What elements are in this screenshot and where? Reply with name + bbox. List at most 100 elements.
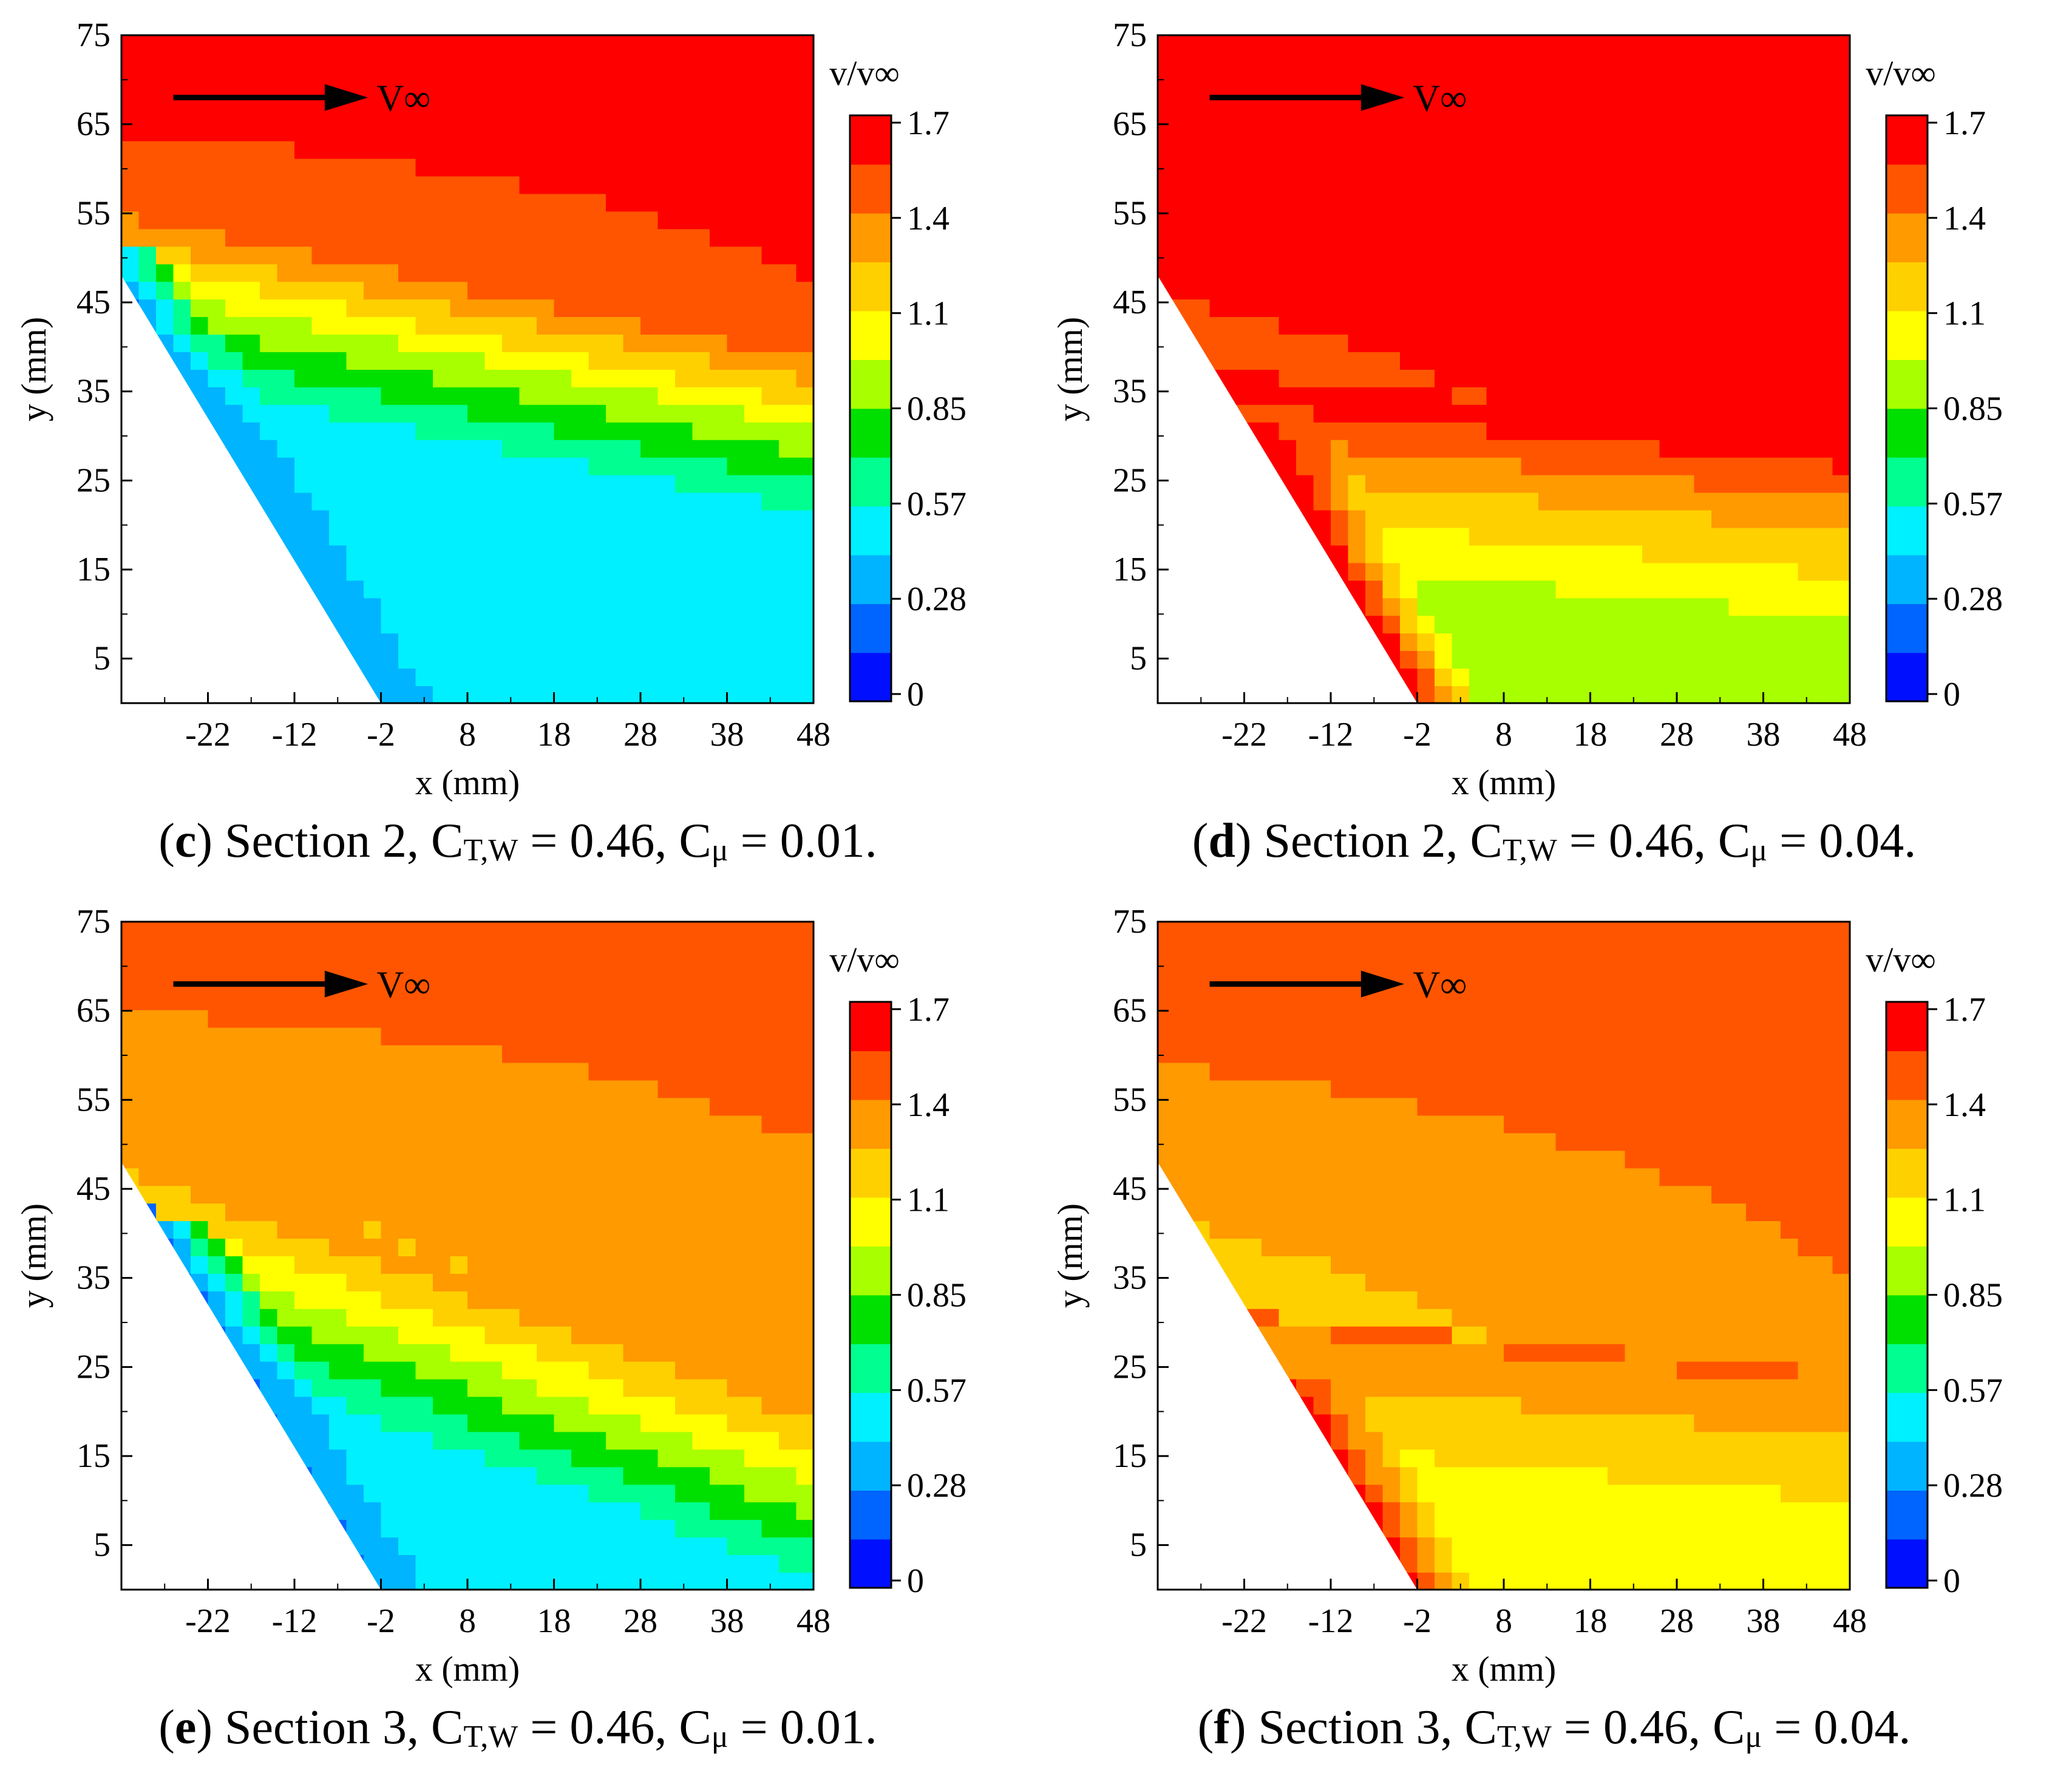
- contour-cell: [1158, 1431, 1176, 1450]
- contour-cell: [260, 1343, 278, 1362]
- contour-cell: [398, 1519, 416, 1538]
- contour-cell: [588, 439, 606, 458]
- contour-cell: [692, 580, 710, 599]
- contour-cell: [1469, 369, 1487, 387]
- contour-cell: [433, 1097, 451, 1116]
- contour-cell: [329, 457, 347, 475]
- contour-cell: [121, 1132, 140, 1151]
- contour-cell: [1262, 70, 1280, 89]
- contour-cell: [1763, 650, 1781, 669]
- contour-cell: [744, 70, 763, 89]
- contour-cell: [727, 1115, 745, 1134]
- contour-cell: [1781, 299, 1799, 318]
- contour-cell: [657, 1062, 676, 1081]
- contour-cell: [1227, 545, 1245, 563]
- contour-cell: [1798, 545, 1816, 563]
- contour-cell: [1677, 175, 1695, 194]
- contour-cell: [657, 974, 676, 993]
- contour-cell: [415, 334, 433, 352]
- contour-cell: [1417, 35, 1435, 53]
- colorbar-band: [850, 1376, 891, 1394]
- contour-cell: [502, 1431, 520, 1450]
- contour-cell: [138, 1273, 157, 1291]
- contour-cell: [761, 1150, 780, 1169]
- contour-cell: [1486, 87, 1504, 106]
- contour-cell: [796, 1519, 814, 1538]
- contour-cell: [242, 545, 260, 563]
- contour-cell: [1815, 580, 1833, 599]
- contour-cell: [433, 992, 451, 1010]
- contour-cell: [1486, 421, 1504, 440]
- contour-cell: [260, 175, 278, 194]
- contour-cell: [173, 1150, 191, 1169]
- contour-cell: [744, 1449, 763, 1468]
- contour-cell: [156, 175, 174, 194]
- contour-cell: [1158, 1220, 1176, 1239]
- contour-cell: [727, 1449, 745, 1468]
- contour-cell: [657, 52, 676, 71]
- contour-cell: [138, 1009, 157, 1028]
- contour-cell: [675, 474, 693, 493]
- colorbar-band: [850, 473, 891, 491]
- contour-cell: [571, 1273, 589, 1291]
- contour-cell: [1209, 352, 1228, 370]
- contour-cell: [761, 70, 780, 89]
- contour-cell: [502, 52, 520, 71]
- contour-cell: [415, 1185, 433, 1204]
- contour-cell: [121, 87, 140, 106]
- contour-cell: [1158, 1343, 1176, 1362]
- contour-cell: [311, 1168, 330, 1186]
- contour-cell: [1763, 228, 1781, 247]
- contour-cell: [554, 264, 572, 282]
- contour-cell: [1400, 421, 1418, 440]
- contour-cell: [1590, 299, 1608, 318]
- contour-cell: [571, 1378, 589, 1397]
- contour-cell: [1244, 404, 1262, 423]
- contour-cell: [1382, 352, 1401, 370]
- contour-cell: [1728, 175, 1747, 194]
- flow-label: V∞: [376, 78, 430, 120]
- contour-cell: [346, 1290, 364, 1309]
- contour-cell: [1348, 386, 1366, 405]
- contour-cell: [1227, 52, 1245, 71]
- contour-cell: [1331, 597, 1349, 616]
- contour-cell: [779, 1414, 797, 1432]
- contour-cell: [121, 1502, 140, 1520]
- contour-cell: [710, 70, 728, 89]
- contour-cell: [675, 52, 693, 71]
- contour-cell: [311, 1256, 330, 1274]
- contour-cell: [138, 386, 157, 405]
- contour-cell: [450, 1273, 468, 1291]
- contour-cell: [1400, 615, 1418, 634]
- contour-cell: [277, 650, 295, 669]
- contour-cell: [1798, 140, 1816, 159]
- contour-cell: [484, 1414, 503, 1432]
- contour-cell: [1728, 580, 1747, 599]
- contour-cell: [1659, 545, 1677, 563]
- contour-cell: [484, 1080, 503, 1098]
- contour-cell: [727, 509, 745, 528]
- contour-cell: [191, 1449, 209, 1468]
- contour-cell: [1573, 509, 1591, 528]
- contour-cell: [311, 1537, 330, 1556]
- contour-cell: [1538, 228, 1557, 247]
- contour-cell: [710, 175, 728, 194]
- contour-cell: [1313, 633, 1331, 652]
- colorbar-band: [1886, 115, 1928, 132]
- contour-cell: [761, 1466, 780, 1485]
- contour-cell: [1331, 211, 1349, 230]
- contour-cell: [381, 650, 399, 669]
- contour-cell: [138, 668, 157, 686]
- contour-cell: [173, 334, 191, 352]
- contour-cell: [415, 562, 433, 581]
- contour-cell: [1659, 193, 1677, 212]
- contour-cell: [537, 140, 555, 159]
- contour-cell: [1677, 352, 1695, 370]
- contour-cell: [796, 992, 814, 1010]
- contour-cell: [692, 1132, 710, 1151]
- contour-cell: [710, 992, 728, 1010]
- contour-cell: [502, 615, 520, 634]
- contour-cell: [398, 1027, 416, 1046]
- contour-cell: [173, 1343, 191, 1362]
- contour-cell: [1659, 175, 1677, 194]
